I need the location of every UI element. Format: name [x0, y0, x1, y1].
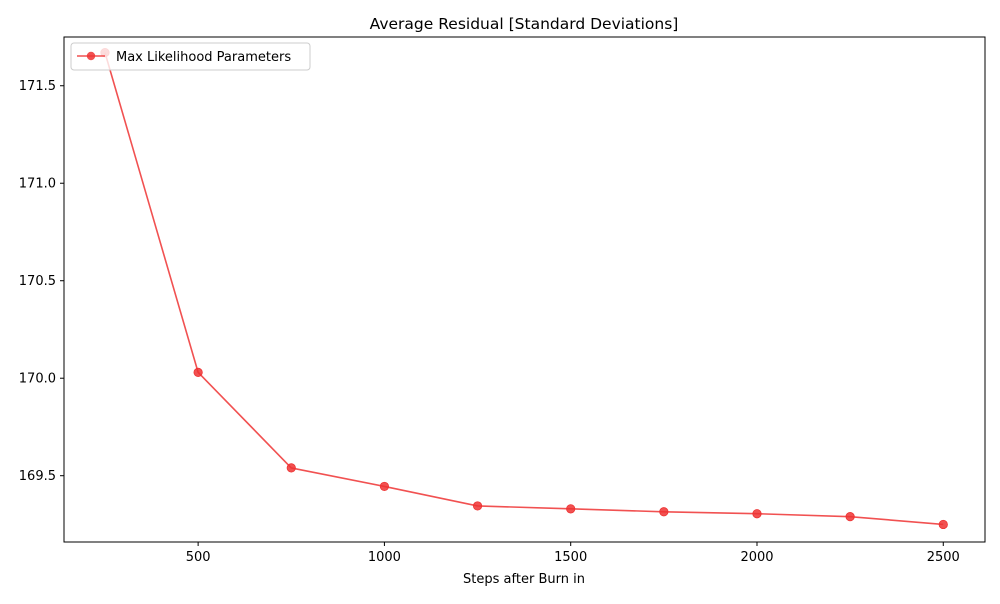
- legend-box: [70, 42, 311, 71]
- data-point: [286, 463, 296, 473]
- data-point: [472, 501, 483, 511]
- series-layer: [100, 47, 948, 530]
- data-point: [938, 519, 948, 530]
- x-tick-label: 1500: [554, 550, 587, 565]
- x-tick-label: 2500: [927, 550, 960, 565]
- chart-title: Average Residual [Standard Deviations]: [370, 15, 679, 33]
- x-axis-ticks: 500 1000 1500 2000 2500: [186, 542, 960, 565]
- series-line: [104, 52, 944, 526]
- legend-marker-swatch: [86, 51, 96, 61]
- y-tick-label: 170.5: [19, 274, 56, 289]
- data-point: [845, 512, 855, 522]
- data-point: [379, 481, 390, 492]
- x-tick-label: 2000: [740, 550, 773, 565]
- legend-series-label: Max Likelihood Parameters: [116, 50, 291, 65]
- data-point: [752, 509, 762, 519]
- data-point: [566, 504, 576, 514]
- y-tick-label: 171.5: [19, 79, 56, 94]
- y-tick-label: 169.5: [19, 469, 56, 484]
- y-axis-ticks: 169.5 170.0 170.5 171.0 171.5: [19, 79, 64, 484]
- y-tick-label: 171.0: [19, 177, 56, 192]
- data-point: [193, 367, 203, 377]
- plot-frame: [63, 36, 986, 543]
- legend: Max Likelihood Parameters: [70, 42, 311, 71]
- x-axis-label: Steps after Burn in: [463, 572, 585, 587]
- x-tick-label: 500: [186, 550, 211, 565]
- x-tick-label: 1000: [368, 550, 401, 565]
- data-point: [659, 507, 669, 517]
- y-tick-label: 170.0: [19, 372, 56, 387]
